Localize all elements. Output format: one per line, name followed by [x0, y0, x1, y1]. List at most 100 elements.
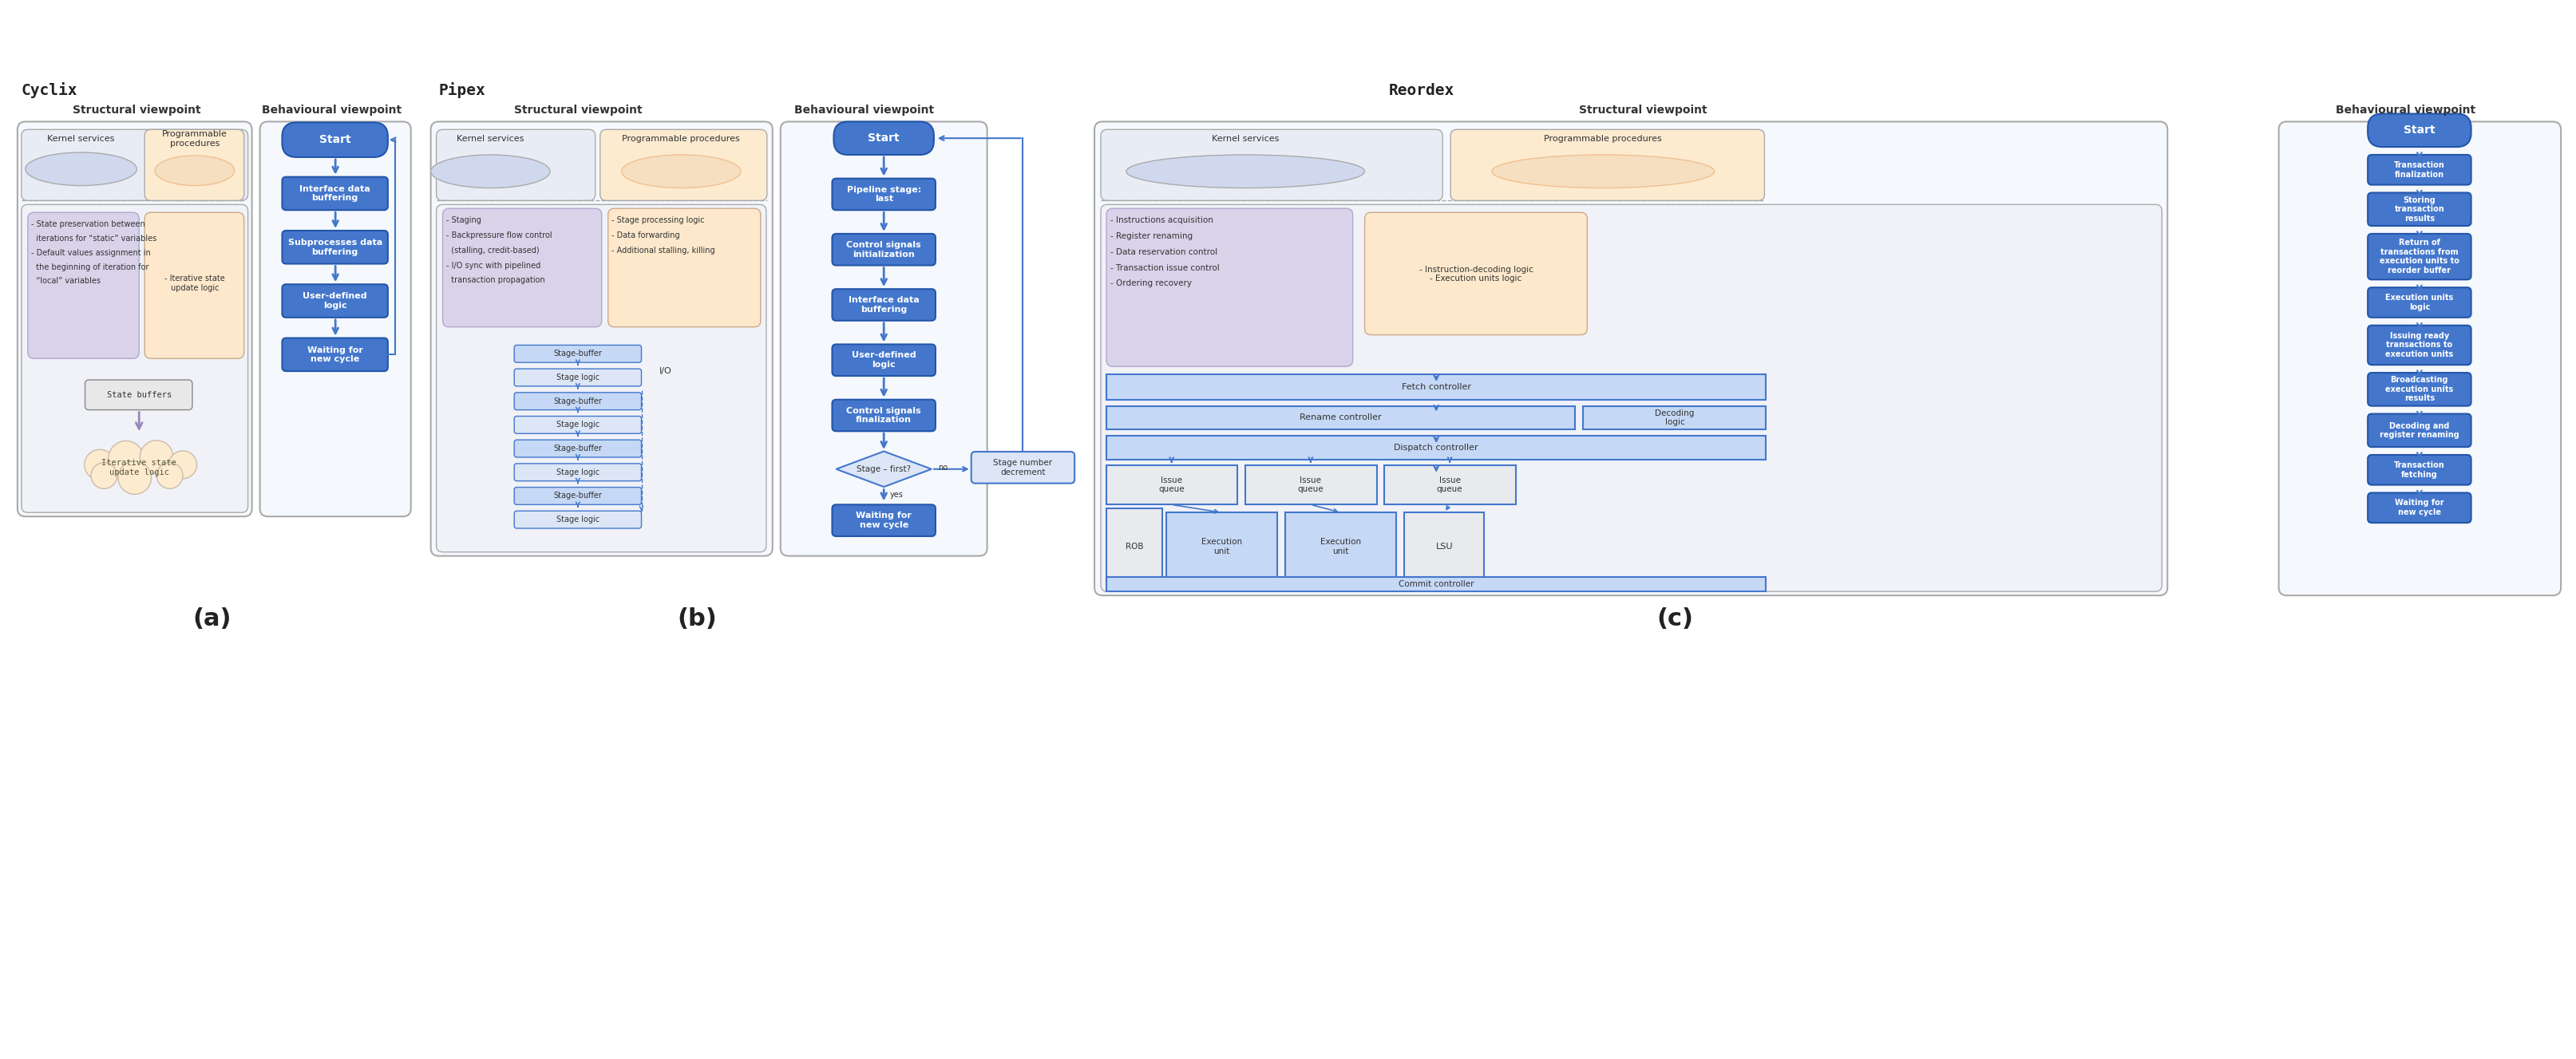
FancyBboxPatch shape: [443, 209, 603, 327]
Text: ROB: ROB: [1126, 542, 1144, 551]
Text: Decoding
logic: Decoding logic: [1654, 409, 1695, 427]
FancyBboxPatch shape: [2367, 113, 2470, 147]
Text: Transaction
fetching: Transaction fetching: [2393, 462, 2445, 479]
Text: Dispatch controller: Dispatch controller: [1394, 444, 1479, 452]
Text: Cyclix: Cyclix: [21, 82, 77, 97]
Text: Issue
queue: Issue queue: [1159, 477, 1185, 493]
Circle shape: [90, 463, 118, 488]
FancyBboxPatch shape: [2367, 234, 2470, 280]
Text: Start: Start: [868, 132, 899, 144]
FancyBboxPatch shape: [2280, 122, 2561, 595]
Text: Stage-buffer: Stage-buffer: [554, 492, 603, 500]
FancyBboxPatch shape: [781, 122, 987, 556]
Text: Kernel services: Kernel services: [46, 134, 116, 143]
FancyBboxPatch shape: [1365, 213, 1587, 335]
Text: Pipex: Pipex: [438, 82, 487, 97]
FancyBboxPatch shape: [144, 129, 245, 200]
Text: - Iterative state
update logic: - Iterative state update logic: [165, 275, 224, 292]
Ellipse shape: [155, 156, 234, 185]
Bar: [1383, 465, 1515, 505]
Text: “local” variables: “local” variables: [31, 277, 100, 285]
Text: - Staging: - Staging: [446, 216, 482, 225]
Circle shape: [108, 441, 144, 475]
FancyBboxPatch shape: [435, 204, 765, 552]
Text: User-defined
logic: User-defined logic: [853, 352, 917, 369]
Text: Stage logic: Stage logic: [556, 420, 600, 429]
Text: Fetch controller: Fetch controller: [1401, 383, 1471, 391]
FancyBboxPatch shape: [435, 129, 595, 200]
Text: - Data forwarding: - Data forwarding: [611, 232, 680, 239]
Text: Structural viewpoint: Structural viewpoint: [72, 104, 201, 115]
Text: Execution units
logic: Execution units logic: [2385, 293, 2452, 311]
FancyBboxPatch shape: [515, 439, 641, 457]
Bar: [1105, 406, 1577, 430]
FancyBboxPatch shape: [2367, 287, 2470, 318]
Text: Storing
transaction
results: Storing transaction results: [2396, 196, 2445, 222]
Text: (c): (c): [1656, 608, 1692, 631]
Bar: [1105, 374, 1767, 399]
Text: Stage logic: Stage logic: [556, 374, 600, 381]
Text: Programmable procedures: Programmable procedures: [1543, 134, 1662, 143]
FancyBboxPatch shape: [2367, 155, 2470, 185]
FancyBboxPatch shape: [515, 510, 641, 528]
Text: - Transaction issue control: - Transaction issue control: [1110, 264, 1218, 272]
Text: Control signals
initialization: Control signals initialization: [848, 241, 922, 258]
Circle shape: [85, 449, 116, 480]
FancyBboxPatch shape: [1105, 209, 1352, 366]
Text: Commit controller: Commit controller: [1399, 580, 1473, 589]
Text: - Instruction-decoding logic
- Execution units logic: - Instruction-decoding logic - Execution…: [1419, 266, 1533, 283]
FancyBboxPatch shape: [18, 122, 252, 517]
Bar: [1105, 577, 1767, 592]
Text: Transaction
finalization: Transaction finalization: [2393, 161, 2445, 178]
FancyBboxPatch shape: [971, 452, 1074, 483]
FancyBboxPatch shape: [260, 122, 412, 517]
Text: Behavioural viewpoint: Behavioural viewpoint: [2336, 104, 2476, 115]
Text: Interface data
buffering: Interface data buffering: [299, 185, 371, 202]
Text: Programmable procedures: Programmable procedures: [623, 134, 739, 143]
Ellipse shape: [1492, 155, 1716, 187]
FancyBboxPatch shape: [21, 129, 247, 200]
Text: (b): (b): [677, 608, 716, 631]
Text: (stalling, credit-based): (stalling, credit-based): [446, 247, 538, 254]
FancyBboxPatch shape: [515, 369, 641, 387]
Text: Stage – first?: Stage – first?: [858, 465, 912, 473]
Text: Subprocesses data
buffering: Subprocesses data buffering: [289, 238, 381, 256]
Text: Execution
unit: Execution unit: [1200, 538, 1242, 555]
Text: yes: yes: [891, 491, 904, 499]
Text: Issue
queue: Issue queue: [1298, 477, 1324, 493]
Text: Stage-buffer: Stage-buffer: [554, 397, 603, 406]
FancyBboxPatch shape: [283, 177, 389, 210]
Text: Stage-buffer: Stage-buffer: [554, 445, 603, 452]
FancyBboxPatch shape: [2367, 414, 2470, 447]
Text: Rename controller: Rename controller: [1301, 414, 1381, 421]
Bar: [1285, 513, 1396, 579]
Text: Pipeline stage:
last: Pipeline stage: last: [848, 185, 922, 203]
Text: - I/O sync with pipelined: - I/O sync with pipelined: [446, 262, 541, 269]
FancyBboxPatch shape: [1450, 129, 1765, 200]
FancyBboxPatch shape: [600, 129, 768, 200]
FancyBboxPatch shape: [515, 393, 641, 410]
Circle shape: [170, 451, 196, 479]
FancyBboxPatch shape: [835, 122, 935, 155]
FancyBboxPatch shape: [832, 234, 935, 266]
Text: LSU: LSU: [1435, 542, 1453, 551]
Text: - Backpressure flow control: - Backpressure flow control: [446, 232, 551, 239]
Text: Stage logic: Stage logic: [556, 468, 600, 477]
FancyBboxPatch shape: [1100, 129, 1443, 200]
Text: - State preservation between: - State preservation between: [31, 220, 144, 229]
Text: - Data reservation control: - Data reservation control: [1110, 248, 1218, 256]
FancyBboxPatch shape: [608, 209, 760, 327]
Text: Waiting for
new cycle: Waiting for new cycle: [307, 346, 363, 363]
FancyBboxPatch shape: [832, 289, 935, 321]
FancyBboxPatch shape: [2367, 373, 2470, 406]
FancyBboxPatch shape: [85, 380, 193, 410]
Text: Programmable
procedures: Programmable procedures: [162, 130, 227, 147]
Text: Broadcasting
execution units
results: Broadcasting execution units results: [2385, 376, 2452, 402]
Text: Kernel services: Kernel services: [456, 134, 523, 143]
Text: iterations for “static” variables: iterations for “static” variables: [31, 234, 157, 243]
Text: the beginning of iteration for: the beginning of iteration for: [31, 263, 149, 271]
Text: Stage number
decrement: Stage number decrement: [994, 459, 1054, 477]
Text: Reordex: Reordex: [1388, 83, 1455, 97]
FancyBboxPatch shape: [2367, 193, 2470, 226]
FancyBboxPatch shape: [2367, 325, 2470, 365]
